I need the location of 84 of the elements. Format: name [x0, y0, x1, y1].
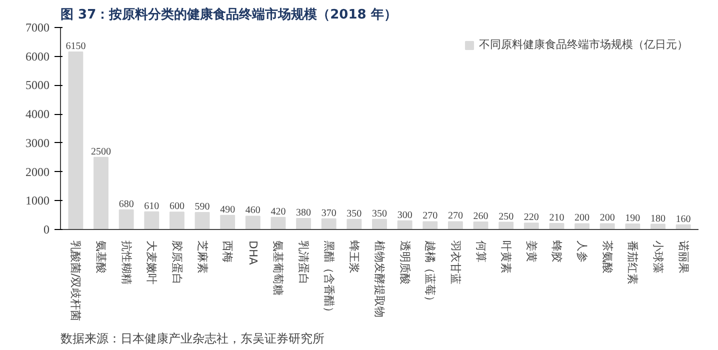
- data-label: 350: [346, 208, 362, 220]
- bar: [296, 218, 312, 230]
- x-tick-label: 透明质酸: [398, 240, 412, 284]
- bar: [170, 212, 184, 230]
- data-label: 200: [574, 212, 590, 224]
- data-label: 270: [448, 210, 463, 222]
- bar: [321, 218, 336, 230]
- x-tick-label: 大麦嫩叶: [145, 240, 158, 284]
- data-label: 300: [397, 210, 412, 221]
- data-label: 6150: [66, 41, 86, 52]
- x-tick-label: 抗性糊精: [120, 240, 133, 284]
- x-tick-label: 姜黄: [524, 240, 538, 262]
- data-label: 370: [321, 208, 336, 219]
- data-label: 250: [498, 211, 514, 222]
- x-tick-label: 芝麻素: [196, 240, 209, 274]
- bar: [625, 224, 640, 230]
- x-tick-label: 叶黄素: [500, 240, 513, 274]
- x-tick-label: 小球藻: [651, 240, 664, 274]
- data-label: 600: [169, 201, 184, 212]
- bar: [498, 222, 514, 230]
- bar: [397, 220, 412, 230]
- data-label: 350: [372, 208, 387, 220]
- bar: [473, 221, 488, 230]
- data-label: 180: [650, 213, 666, 224]
- x-tick-label: 茶氨酸: [600, 240, 614, 274]
- chart-title: 图 37：按原料分类的健康食品终端市场规模（2018 年）: [60, 6, 397, 22]
- x-tick-label: 乳清蛋白: [297, 240, 310, 284]
- x-tick-label: 蜂胶: [550, 240, 564, 262]
- data-label: 270: [422, 210, 438, 222]
- x-tick-label: 何算: [474, 240, 488, 262]
- y-tick-label: 0: [44, 222, 50, 236]
- data-label: 460: [245, 205, 260, 216]
- bar: [144, 211, 160, 230]
- bar: [600, 223, 615, 230]
- x-tick-label: 越橘（蓝莓）: [424, 240, 437, 306]
- y-tick-label: 7000: [26, 20, 50, 34]
- data-label: 2500: [91, 146, 112, 158]
- bar: [372, 218, 387, 230]
- data-label: 610: [144, 200, 160, 212]
- x-tick-label: 植物发酵提取物: [373, 240, 386, 318]
- bar: [346, 218, 362, 230]
- x-tick-label: 黑醋（含香醋）: [322, 240, 336, 318]
- data-label: 160: [676, 214, 691, 225]
- bar: [94, 156, 108, 230]
- data-label: 210: [549, 212, 564, 224]
- x-tick-label: 乳酸菌/双歧杆菌: [69, 240, 82, 322]
- bar: [574, 223, 590, 230]
- bar: [270, 216, 286, 230]
- x-tick-label: 人参: [576, 240, 589, 262]
- data-label: 220: [524, 212, 539, 224]
- bar: [194, 212, 210, 230]
- y-tick-label: 3000: [26, 136, 50, 150]
- data-label: 200: [600, 212, 615, 224]
- data-label: 260: [473, 210, 488, 222]
- x-tick-label: 胶原蛋白: [170, 240, 184, 284]
- x-tick-label: 氨基酸: [94, 240, 108, 274]
- bar: [68, 52, 84, 230]
- data-label: 380: [296, 208, 312, 219]
- x-tick-label: 羽衣甘蓝: [448, 240, 462, 284]
- data-label: 190: [625, 213, 640, 224]
- y-tick-label: 1000: [26, 194, 50, 208]
- x-tick-label: DHA: [246, 240, 260, 266]
- bar: [118, 209, 134, 230]
- data-label: 420: [270, 206, 286, 218]
- x-tick-label: 氨基葡萄糖: [272, 240, 285, 296]
- x-tick-label: 番茄红素: [626, 240, 640, 284]
- y-tick-label: 4000: [26, 107, 50, 122]
- source-note: 数据来源：日本健康产业杂志社，东吴证券研究所: [60, 332, 324, 346]
- legend-label: 不同原料健康食品终端市场规模（亿日元）: [479, 37, 688, 52]
- bar: [549, 222, 564, 230]
- bar: [524, 222, 539, 230]
- data-label: 680: [118, 198, 134, 210]
- y-tick-label: 5000: [26, 78, 50, 92]
- bar: [422, 221, 438, 230]
- bar: [245, 216, 260, 230]
- bar: [448, 221, 463, 230]
- x-tick-label: 蜂王浆: [348, 240, 361, 274]
- data-label: 590: [194, 201, 210, 212]
- y-tick-label: 2000: [26, 164, 50, 179]
- y-tick-label: 6000: [26, 49, 50, 64]
- x-tick-label: 诺丽果: [676, 240, 690, 274]
- bar: [220, 214, 236, 230]
- data-label: 490: [220, 204, 236, 216]
- x-tick-label: 西梅: [221, 240, 234, 262]
